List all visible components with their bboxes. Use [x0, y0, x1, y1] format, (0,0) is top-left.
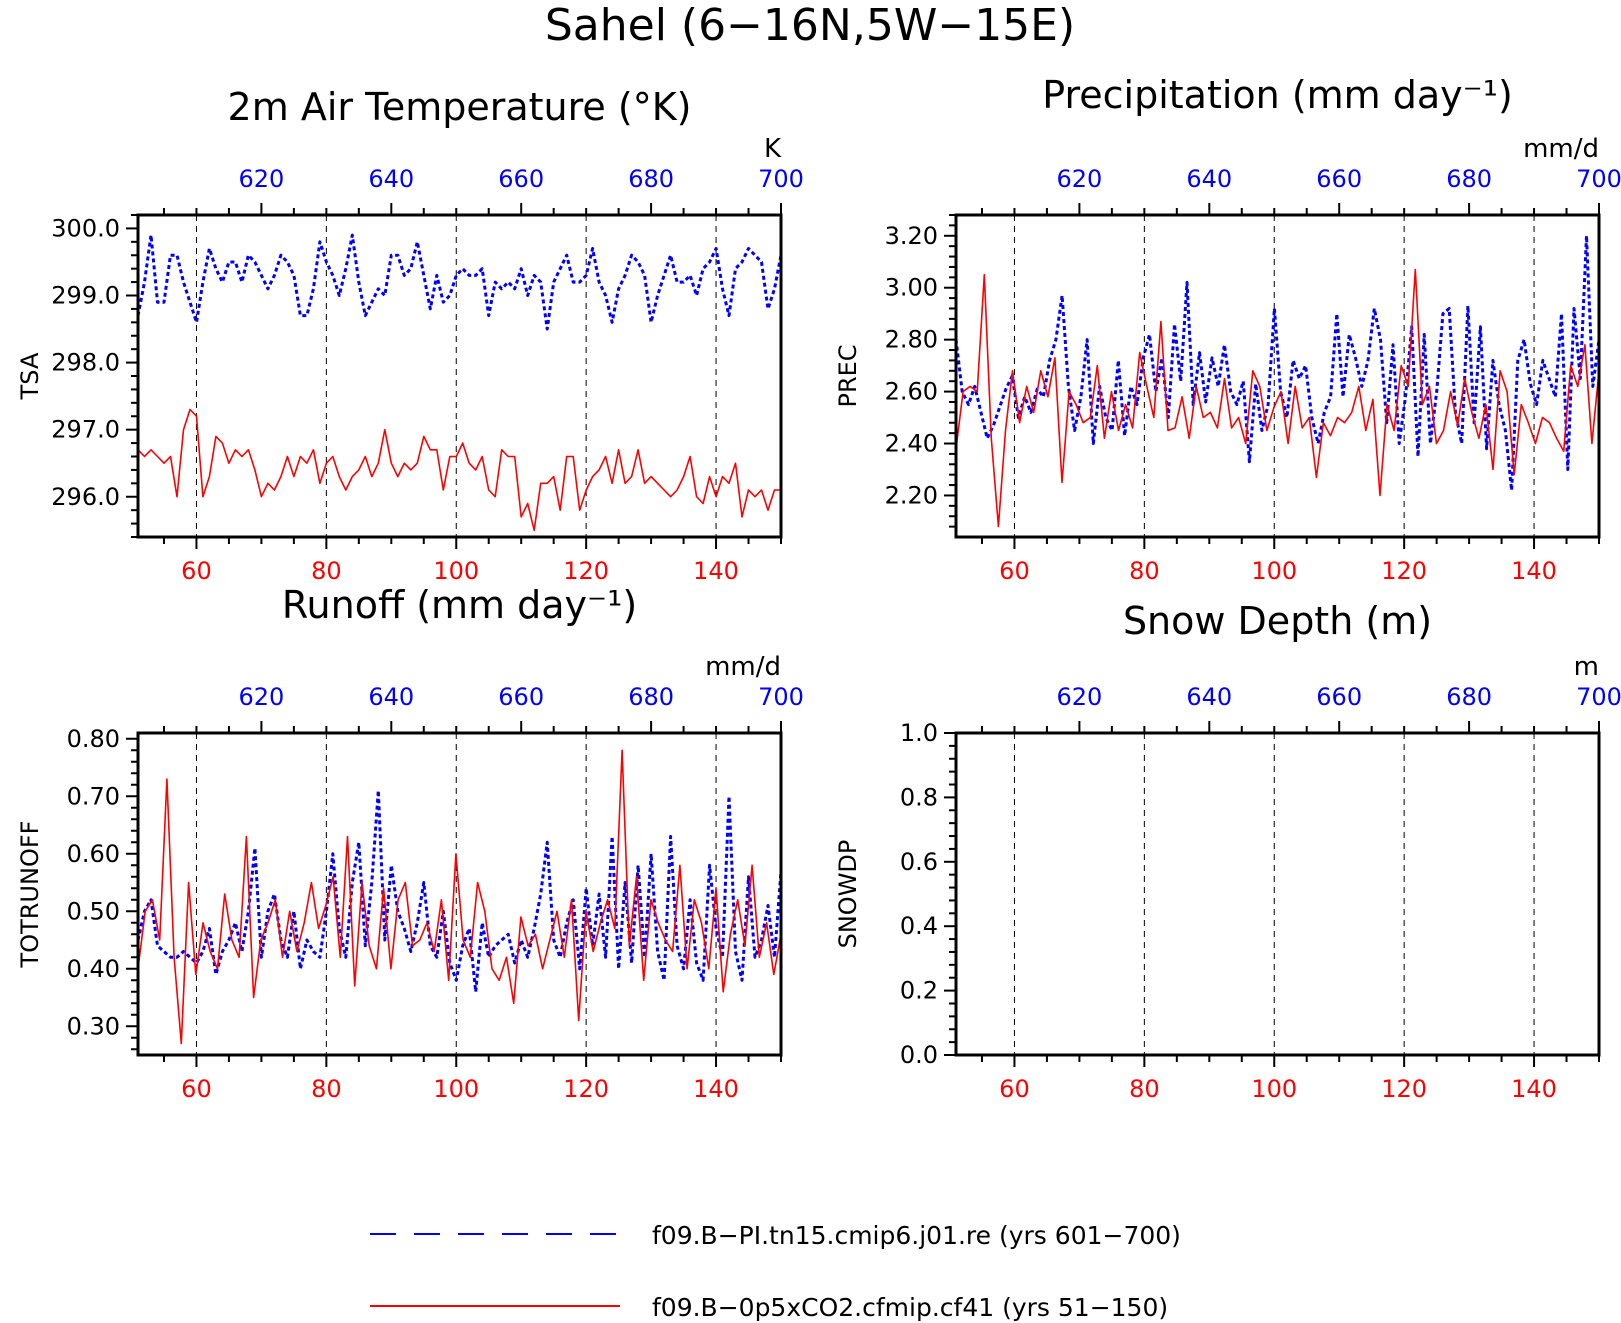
- chart-panel-2: Precipitation (mm day⁻¹) mm/d PREC 60 80 100 1…: [834, 73, 1621, 585]
- y-tick-label: 0.40: [67, 955, 120, 983]
- top-tick-label: 680: [628, 683, 674, 711]
- chart-panel-1: 2m Air Temperature (°K) K TSA 60 80 100 120 140…: [16, 85, 804, 585]
- panel-title: Precipitation (mm day⁻¹): [1042, 73, 1513, 117]
- series-line-red: [955, 268, 1600, 528]
- top-tick-label: 660: [498, 165, 544, 193]
- y-tick-label: 299.0: [51, 282, 120, 310]
- y-tick-label: 297.0: [51, 416, 120, 444]
- top-tick-label: 680: [628, 165, 674, 193]
- legend-label-blue: f09.B−PI.tn15.cmip6.j01.re (yrs 601−700): [652, 1221, 1181, 1250]
- y-tick-label: 0.80: [67, 725, 120, 753]
- top-tick-label: 680: [1446, 683, 1492, 711]
- bottom-tick-label: 100: [433, 557, 479, 585]
- bottom-tick-label: 120: [563, 557, 609, 585]
- y-tick-label: 0.2: [900, 977, 938, 1005]
- top-tick-label: 660: [498, 683, 544, 711]
- top-tick-label: 660: [1316, 165, 1362, 193]
- y-axis-label: SNOWDP: [834, 840, 862, 949]
- series-line-blue: [136, 789, 783, 994]
- top-tick-label: 620: [1056, 683, 1102, 711]
- units-label: mm/d: [1523, 134, 1599, 164]
- panel-title: Runoff (mm day⁻¹): [282, 583, 637, 627]
- y-tick-label: 2.80: [885, 326, 938, 354]
- y-tick-label: 298.0: [51, 349, 120, 377]
- y-tick-label: 0.8: [900, 783, 938, 811]
- panels: 2m Air Temperature (°K) K TSA 60 80 100 120 140…: [16, 73, 1621, 1103]
- plot-frame: [136, 213, 783, 539]
- y-tick-label: 296.0: [51, 483, 120, 511]
- series-line-red: [137, 408, 781, 532]
- top-tick-label: 640: [1186, 683, 1232, 711]
- top-tick-label: 640: [368, 165, 414, 193]
- bottom-tick-label: 60: [999, 1075, 1030, 1103]
- bottom-tick-label: 60: [181, 1075, 212, 1103]
- bottom-tick-label: 80: [311, 1075, 342, 1103]
- y-axis-label: PREC: [834, 344, 862, 407]
- bottom-tick-label: 80: [1129, 1075, 1160, 1103]
- bottom-tick-label: 80: [1129, 557, 1160, 585]
- bottom-tick-label: 120: [1381, 1075, 1427, 1103]
- y-tick-label: 0.70: [67, 782, 120, 810]
- series-line-blue: [136, 233, 783, 331]
- top-tick-label: 700: [1576, 683, 1621, 711]
- plot-frame: [136, 731, 783, 1057]
- chart-panel-3: Runoff (mm day⁻¹) mm/d TOTRUNOFF 60 80 100 120…: [16, 583, 804, 1103]
- bottom-tick-label: 60: [999, 557, 1030, 585]
- top-tick-label: 620: [238, 165, 284, 193]
- top-tick-label: 660: [1316, 683, 1362, 711]
- top-tick-label: 640: [368, 683, 414, 711]
- y-axis-label: TSA: [16, 352, 44, 400]
- y-tick-label: 3.20: [885, 222, 938, 250]
- bottom-tick-label: 140: [1511, 557, 1557, 585]
- top-tick-label: 680: [1446, 165, 1492, 193]
- plot-frame: [954, 731, 1601, 1057]
- plot-frame: [954, 213, 1601, 539]
- bottom-tick-label: 100: [1251, 557, 1297, 585]
- figure-title: Sahel (6−16N,5W−15E): [545, 0, 1075, 51]
- bottom-tick-label: 60: [181, 557, 212, 585]
- y-axis-label: TOTRUNOFF: [16, 821, 44, 969]
- top-tick-label: 640: [1186, 165, 1232, 193]
- bottom-tick-label: 100: [433, 1075, 479, 1103]
- legend: f09.B−PI.tn15.cmip6.j01.re (yrs 601−700)…: [370, 1221, 1181, 1322]
- series-line-blue: [954, 234, 1601, 492]
- panel-title: 2m Air Temperature (°K): [228, 85, 692, 129]
- y-tick-label: 0.50: [67, 897, 120, 925]
- y-tick-label: 300.0: [51, 214, 120, 242]
- units-label: m: [1574, 652, 1599, 682]
- bottom-tick-label: 140: [693, 557, 739, 585]
- y-tick-label: 0.0: [900, 1041, 938, 1069]
- bottom-tick-label: 120: [1381, 557, 1427, 585]
- y-tick-label: 2.60: [885, 378, 938, 406]
- y-tick-label: 0.30: [67, 1012, 120, 1040]
- y-tick-label: 3.00: [885, 274, 938, 302]
- series-line-red: [137, 749, 782, 1045]
- y-tick-label: 2.20: [885, 481, 938, 509]
- top-tick-label: 700: [758, 165, 804, 193]
- chart-panel-4: Snow Depth (m) m SNOWDP 60 80 100 120 140 620 640…: [834, 599, 1621, 1103]
- bottom-tick-label: 100: [1251, 1075, 1297, 1103]
- panel-title: Snow Depth (m): [1123, 599, 1432, 643]
- top-tick-label: 620: [238, 683, 284, 711]
- y-tick-label: 2.40: [885, 430, 938, 458]
- units-label: mm/d: [705, 652, 781, 682]
- y-tick-label: 0.60: [67, 840, 120, 868]
- y-tick-label: 0.6: [900, 848, 938, 876]
- bottom-tick-label: 140: [1511, 1075, 1557, 1103]
- bottom-tick-label: 140: [693, 1075, 739, 1103]
- units-label: K: [764, 134, 782, 164]
- top-tick-label: 700: [1576, 165, 1621, 193]
- bottom-tick-label: 80: [311, 557, 342, 585]
- y-tick-label: 1.0: [900, 719, 938, 747]
- top-tick-label: 700: [758, 683, 804, 711]
- legend-label-red: f09.B−0p5xCO2.cfmip.cf41 (yrs 51−150): [652, 1293, 1168, 1322]
- top-tick-label: 620: [1056, 165, 1102, 193]
- bottom-tick-label: 120: [563, 1075, 609, 1103]
- y-tick-label: 0.4: [900, 912, 938, 940]
